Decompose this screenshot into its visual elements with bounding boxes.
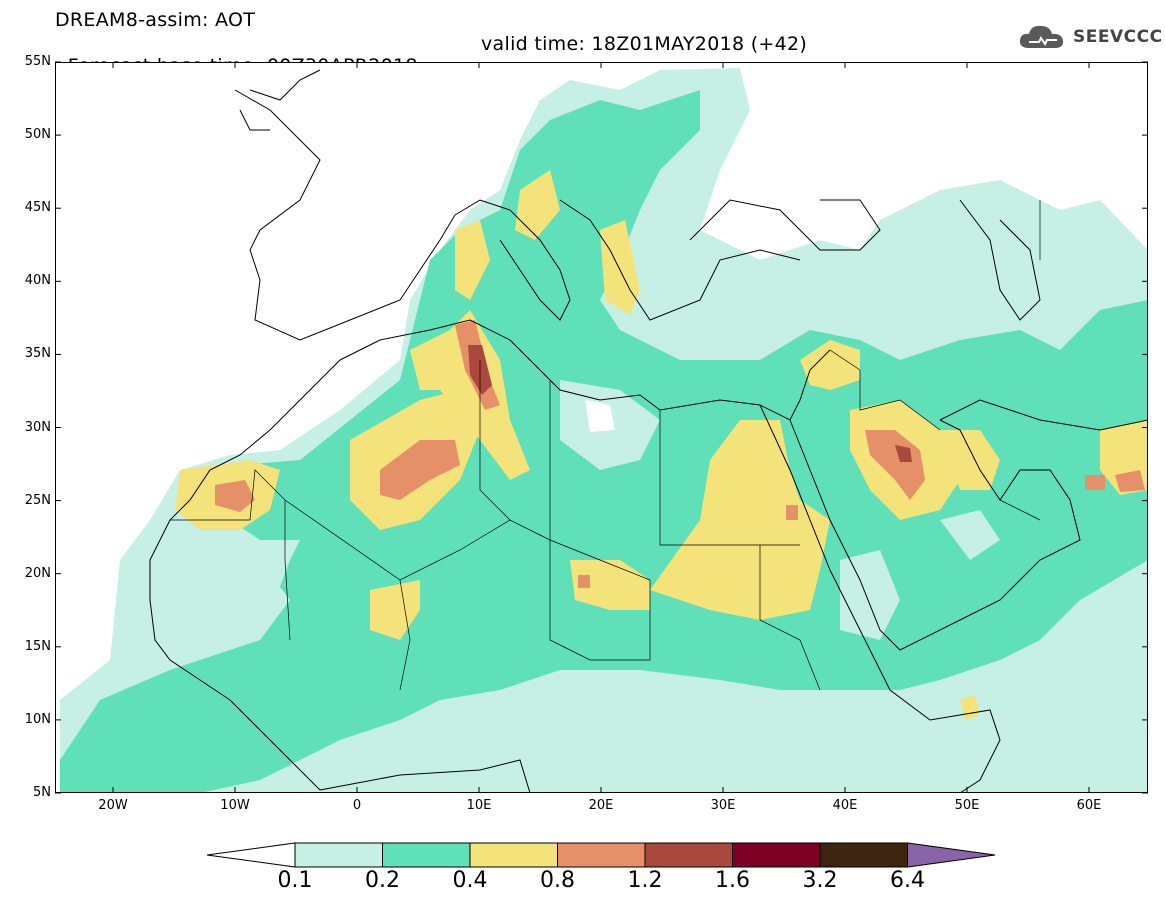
colorbar-level-label: 6.4 (890, 868, 925, 893)
latitude-label: 45N (24, 200, 51, 216)
colorbar-level-label: 0.8 (540, 868, 575, 893)
map-frame (55, 62, 1148, 793)
aot-band-0-4 (515, 170, 560, 240)
coast-red-sea (759, 404, 1001, 793)
latitude-label: 30N (24, 419, 51, 435)
latitude-label: 10N (24, 711, 51, 727)
longitude-label: 50E (954, 798, 980, 813)
colorbar-level-label: 1.6 (715, 868, 750, 893)
longitude-label: 60E (1076, 798, 1102, 813)
latitude-label: 15N (24, 638, 51, 654)
latitude-label: 5N (33, 785, 51, 800)
aot-band-0-4 (650, 420, 830, 620)
latitude-label: 25N (24, 492, 51, 508)
aot-band-0-4 (600, 220, 640, 315)
latitude-label: 40N (24, 273, 51, 289)
coast-west-africa (149, 359, 341, 791)
latitude-label: 55N (24, 54, 51, 69)
aot-band-0-8 (786, 505, 798, 520)
aot-band-0-4 (800, 340, 860, 390)
coast-british-isles (239, 69, 321, 131)
colorbar-level-label: 3.2 (802, 868, 838, 893)
country-borders (170, 200, 1041, 691)
latitude-label: 35N (24, 346, 51, 362)
seevccc-logo: SEEVCCC (1017, 22, 1163, 52)
border (479, 360, 800, 546)
aot-band-0-8 (1085, 475, 1105, 490)
logo-text: SEEVCCC (1073, 27, 1163, 47)
longitude-label: 10E (466, 798, 492, 813)
longitude-label: 20W (98, 798, 128, 813)
aot-band-0-8 (578, 575, 590, 588)
colorbar-level-label: 0.1 (277, 868, 313, 893)
aot-gap (940, 510, 1000, 560)
aot-gap (840, 550, 900, 640)
colorbar-level-label: 0.2 (365, 868, 400, 893)
cloud-icon (1019, 25, 1064, 48)
longitude-label: 30E (710, 798, 736, 813)
longitude-label: 40E (832, 798, 858, 813)
map-title: DREAM8-assim: AOT (55, 9, 256, 31)
aot-band-0-8 (865, 430, 925, 500)
colorbar-level-label: 1.2 (627, 868, 663, 893)
colorbar-level-label: 0.4 (452, 868, 488, 893)
aot-gap (160, 560, 290, 640)
longitude-label: 10W (220, 798, 250, 813)
coast-iran (939, 399, 1148, 431)
aot-band-0-8 (1115, 470, 1145, 492)
latitude-label: 20N (24, 565, 51, 581)
valid-time: valid time: 18Z01MAY2018 (+42) (481, 33, 808, 55)
coast-caspian (959, 199, 1041, 321)
longitude-label: 20E (588, 798, 614, 813)
longitude-label: 0 (352, 798, 362, 813)
latitude-label: 50N (24, 127, 51, 143)
coast-arabia (789, 419, 1081, 651)
aot-band-0-4 (940, 430, 1000, 490)
coast-black-sea (689, 199, 881, 251)
aot-band-0-8 (380, 440, 460, 500)
coastlines (149, 69, 1148, 793)
coast-gulf-of-guinea (319, 759, 531, 793)
aot-band-0-8 (215, 480, 255, 512)
coast-west-europe (234, 89, 456, 341)
border (829, 200, 1041, 521)
aot-band-0-4 (570, 560, 650, 610)
aot-band-0-4 (410, 310, 530, 480)
coast-north-africa (339, 319, 831, 421)
aot-band-0-4 (455, 220, 490, 300)
aot-gap (585, 400, 615, 432)
border (399, 540, 821, 691)
aot-fields (55, 62, 1148, 793)
coast-balkans (559, 199, 801, 321)
aot-band-1-2 (895, 445, 912, 462)
coast-italy (454, 199, 571, 321)
